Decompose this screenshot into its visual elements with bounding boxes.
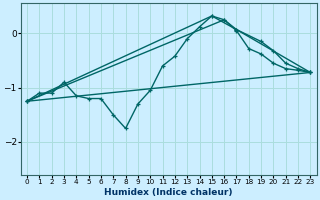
X-axis label: Humidex (Indice chaleur): Humidex (Indice chaleur) (104, 188, 233, 197)
